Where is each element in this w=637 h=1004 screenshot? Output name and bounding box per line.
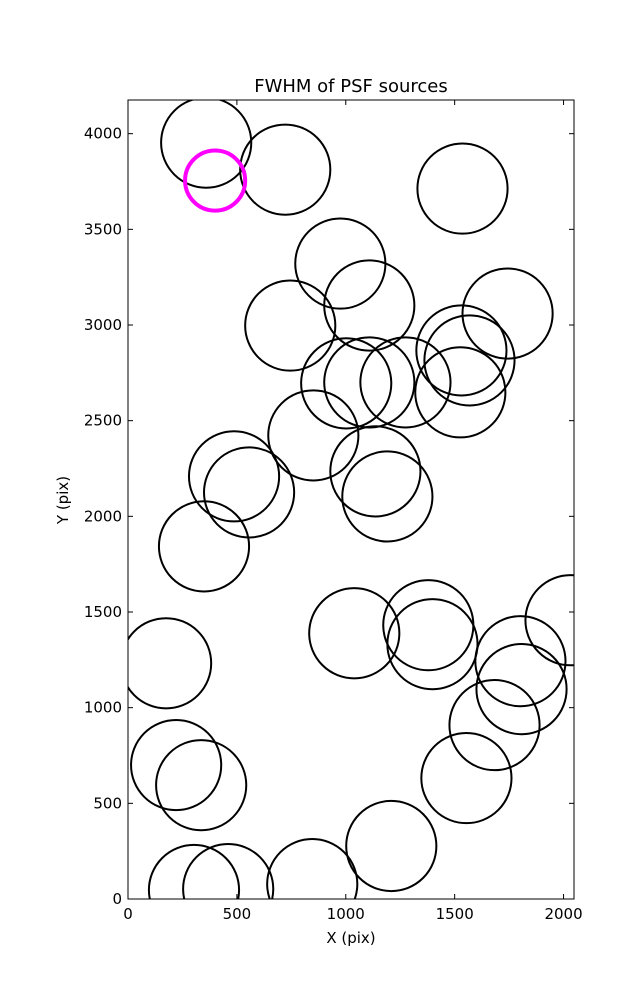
y-tick-label: 2000 [84, 507, 122, 525]
source-circle [128, 617, 213, 710]
source-circle [448, 679, 541, 772]
source-circle [414, 346, 507, 439]
axes-frame [127, 99, 575, 900]
x-tick-label: 1500 [436, 905, 474, 923]
chart-title: FWHM of PSF sources [254, 76, 448, 97]
source-circle [244, 279, 337, 372]
y-tick-label: 0 [112, 890, 122, 908]
source-circle [266, 838, 359, 899]
source-circle [147, 843, 241, 899]
source-circle [475, 643, 568, 736]
source-circle [345, 799, 438, 893]
source-circle [183, 148, 248, 213]
source-circle [308, 587, 401, 680]
source-circle [524, 574, 574, 667]
source-circle [157, 500, 251, 593]
source-circle [239, 123, 332, 216]
source-circle [182, 842, 275, 899]
y-axis-label: Y (pix) [54, 476, 72, 525]
x-tick-label: 0 [123, 905, 133, 923]
y-tick-label: 1500 [84, 603, 122, 621]
source-circle [130, 718, 223, 812]
source-circle [187, 430, 281, 523]
source-circle [160, 100, 253, 189]
y-tick-label: 1000 [84, 699, 122, 717]
x-tick-label: 2000 [544, 905, 582, 923]
source-circle [420, 731, 513, 825]
source-circle [415, 304, 508, 397]
plot-area [128, 100, 574, 899]
source-circle [300, 337, 393, 430]
source-circle [323, 259, 416, 352]
x-tick-label: 1000 [327, 905, 365, 923]
source-circle [416, 142, 509, 235]
x-tick-label: 500 [223, 905, 252, 923]
source-circle [474, 615, 567, 708]
y-tick-label: 500 [93, 794, 122, 812]
source-circle [155, 739, 248, 832]
y-tick-label: 3000 [84, 316, 122, 334]
source-circle [341, 450, 434, 543]
y-tick-label: 3500 [84, 220, 122, 238]
source-circle [461, 267, 554, 360]
source-circle [359, 336, 452, 429]
x-axis-label: X (pix) [326, 929, 375, 947]
y-tick-label: 2500 [84, 412, 122, 430]
source-circle [329, 425, 422, 518]
y-tick-label: 4000 [84, 125, 122, 143]
source-circle [423, 314, 516, 407]
source-circle [267, 389, 360, 482]
source-circle [386, 598, 479, 691]
